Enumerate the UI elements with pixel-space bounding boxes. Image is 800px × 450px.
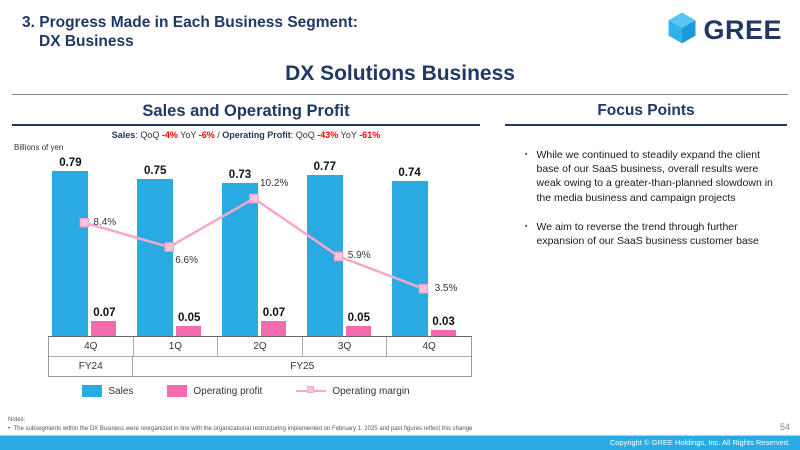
- gree-logo: GREE: [666, 12, 782, 49]
- bullet-icon: ▪: [525, 151, 528, 158]
- operating-profit-bar: [176, 325, 202, 336]
- quarter-label: 4Q: [422, 341, 436, 352]
- section-title: DX Solutions Business: [285, 62, 515, 85]
- operating-margin-line: [79, 193, 429, 294]
- notes-label: Notes:: [8, 417, 26, 424]
- qoq-yoy-stats: Sales: QoQ -4% YoY -6% / Operating Profi…: [12, 130, 480, 140]
- operating-profit-bar: [91, 321, 117, 336]
- operating-margin-line-icon: [296, 386, 327, 394]
- bullet-text: We aim to reverse the trend through furt…: [536, 220, 759, 247]
- operating-margin-value-label: 6.6%: [175, 255, 198, 267]
- chart-legend: Sales Operating profit Operating margin: [12, 385, 480, 397]
- sales-bar: [137, 179, 174, 336]
- bar-line-chart: 0.79 0.07 0.75 0.05 0.73 0.07 0.77 0.05 0.74 0.03…: [48, 154, 472, 336]
- quarter-label: 2Q: [218, 337, 303, 356]
- stats-segment: : QoQ: [290, 130, 318, 140]
- focus-bullet-list: ▪ While we continued to steadily expand t…: [505, 148, 787, 248]
- margin-marker-icon: [79, 218, 90, 228]
- slide-title-line1: 3. Progress Made in Each Business Segmen…: [22, 14, 358, 31]
- operating-margin-value-label: 8.4%: [93, 216, 117, 228]
- quarter-label: 3Q: [303, 337, 388, 356]
- quarter-row: 4Q 1Q 2Q 3Q 4Q: [49, 337, 471, 357]
- operating-profit-bar: [430, 329, 456, 336]
- x-axis-table: 4Q 1Q 2Q 3Q 4Q FY24 FY25: [48, 336, 472, 377]
- sales-value-label: 0.75: [143, 165, 167, 178]
- quarter-label: 4Q: [49, 337, 134, 356]
- stats-segment: -6%: [198, 130, 215, 140]
- line-marker-icon: [307, 386, 315, 394]
- operating-profit-value-label: 0.05: [347, 311, 370, 324]
- gree-logo-text: GREE: [703, 15, 782, 45]
- legend-label: Sales: [108, 385, 134, 397]
- page-number: 54: [779, 422, 790, 432]
- focus-bullet: ▪ We aim to reverse the trend through fur…: [525, 220, 777, 248]
- margin-marker-icon: [334, 251, 344, 262]
- operating-profit-bar: [345, 325, 371, 336]
- stats-segment: YoY: [338, 130, 360, 140]
- note-line: • The subsegments within the DX Business…: [8, 425, 568, 433]
- sales-value-label: 0.79: [59, 156, 82, 169]
- footnotes: Notes: • The subsegments within the DX B…: [8, 416, 568, 433]
- title-divider: [12, 94, 788, 95]
- focus-points-panel: Focus Points ▪ While we continued to stea…: [505, 102, 787, 263]
- axis-unit-label: Billions of yen: [14, 143, 64, 152]
- legend-item-operating-margin: Operating margin: [296, 385, 410, 397]
- footer-divider: [0, 435, 800, 436]
- sales-bar: [222, 183, 258, 336]
- gree-hexagon-icon: [666, 12, 698, 49]
- stats-segment: Sales: [111, 130, 136, 140]
- sales-value-label: 0.74: [398, 167, 421, 180]
- stats-segment: -61%: [359, 130, 381, 140]
- legend-label: Operating margin: [332, 385, 410, 397]
- sales-value-label: 0.73: [228, 169, 252, 182]
- margin-marker-icon: [249, 193, 259, 204]
- operating-profit-value-label: 0.03: [432, 315, 455, 328]
- chart-panel: Sales and Operating Profit Sales: QoQ -4…: [12, 102, 480, 397]
- margin-marker-icon: [418, 284, 429, 294]
- focus-bullet: ▪ While we continued to steadily expand t…: [525, 148, 777, 205]
- slide-title: 3. Progress Made in Each Business Segmen…: [22, 13, 358, 52]
- operating-margin-value-label: 10.2%: [260, 178, 289, 190]
- bullet-icon: ▪: [525, 222, 528, 230]
- operating-margin-value-label: 3.5%: [434, 282, 458, 294]
- quarter-label: 1Q: [134, 337, 219, 356]
- operating-profit-value-label: 0.05: [177, 311, 201, 324]
- stats-segment: -4%: [161, 130, 178, 140]
- operating-profit-swatch-icon: [167, 385, 188, 397]
- stats-segment: : QoQ: [135, 130, 162, 140]
- note-bullet-icon: •: [8, 425, 11, 432]
- operating-profit-bar: [261, 321, 286, 336]
- sales-value-label: 0.77: [313, 160, 336, 173]
- stats-segment: Operating Profit: [222, 130, 291, 140]
- legend-item-sales: Sales: [82, 385, 133, 397]
- margin-marker-icon: [164, 242, 174, 252]
- sales-bar: [52, 170, 89, 336]
- legend-label: Operating profit: [193, 385, 263, 397]
- fiscal-year-row: FY24 FY25: [49, 357, 471, 376]
- sales-bar: [391, 181, 428, 336]
- operating-profit-value-label: 0.07: [93, 307, 116, 320]
- legend-item-operating-profit: Operating profit: [167, 385, 262, 397]
- note-text: The subsegments within the DX Business w…: [13, 425, 473, 432]
- stats-segment: YoY: [177, 130, 199, 140]
- chart-heading: Sales and Operating Profit: [12, 102, 480, 126]
- sales-swatch-icon: [82, 385, 103, 397]
- fiscal-year-label: FY25: [290, 361, 315, 372]
- operating-profit-value-label: 0.07: [262, 307, 286, 320]
- fiscal-year-label: FY24: [49, 357, 134, 376]
- focus-points-heading: Focus Points: [505, 102, 787, 126]
- stats-segment: /: [214, 130, 223, 140]
- operating-margin-value-label: 5.9%: [347, 250, 371, 262]
- copyright-bar: Copyright © GREE Holdings, Inc. All Righ…: [0, 436, 800, 450]
- bullet-text: While we continued to steadily expand th…: [536, 149, 773, 204]
- stats-segment: -43%: [317, 130, 339, 140]
- slide-title-line2: DX Business: [39, 33, 134, 51]
